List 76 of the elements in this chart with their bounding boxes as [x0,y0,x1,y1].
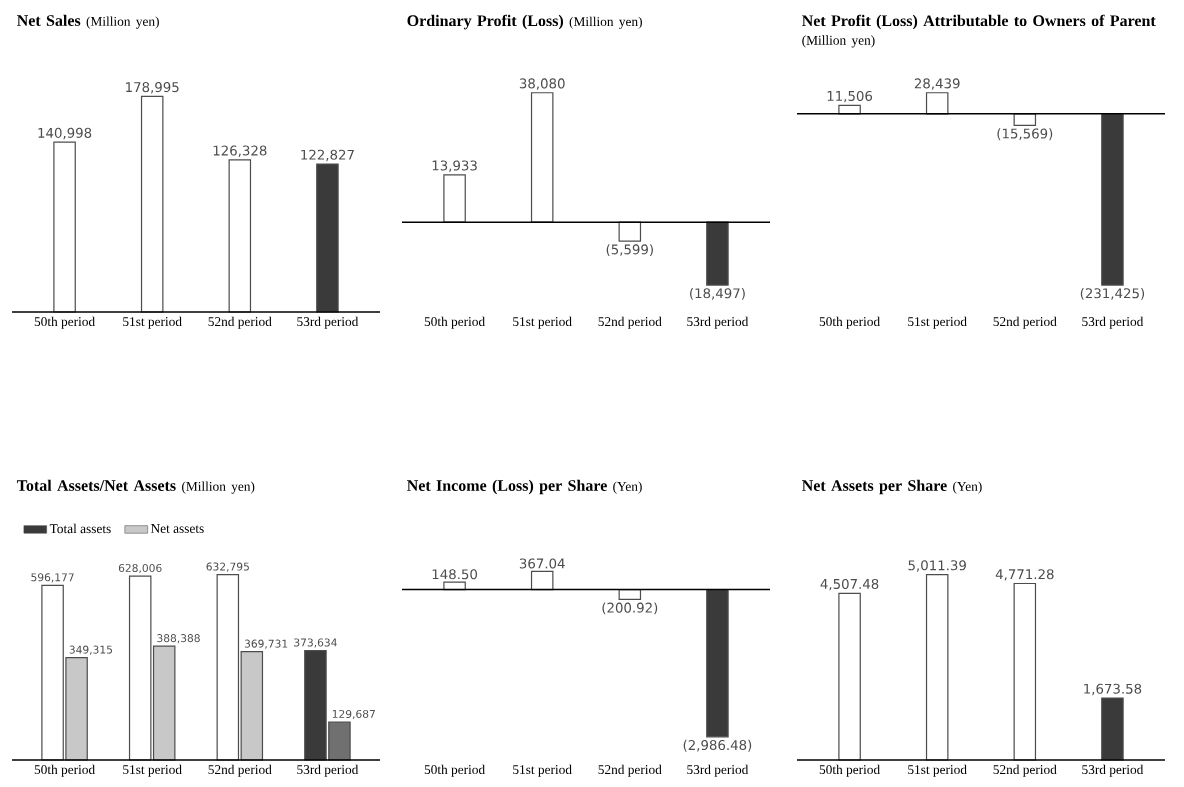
data-label: (200.92) [602,602,658,615]
chart-subtitle: (Million yen) [86,16,159,29]
data-label: 28,439 [914,78,960,90]
x-tick-label: 50th period [424,316,485,329]
data-label: 38,080 [519,78,565,90]
bar [240,651,264,761]
data-label: 349,315 [69,645,113,655]
data-label: 178,995 [126,82,179,94]
legend-label: Net assets [150,524,204,533]
chart-subtitle: (Yen) [953,481,982,494]
x-tick-label: 51st period [908,316,967,329]
x-tick-label: 50th period [34,316,95,329]
x-tick-label: 52nd period [598,316,662,329]
bar [53,141,76,313]
x-tick-label: 52nd period [208,316,272,329]
data-label: 373,634 [294,638,337,648]
x-tick-label: 52nd period [598,764,662,777]
data-label: 369,731 [244,639,288,649]
bar [925,574,949,761]
chart-title: Net Profit (Loss) Attributable to Owners of Parent [802,14,1156,30]
x-tick-label: 53rd period [687,764,749,777]
x-tick-label: 53rd period [687,316,749,329]
data-label: 11,506 [827,90,873,103]
x-tick-label: 50th period [819,316,880,329]
x-tick-label: 53rd period [297,764,359,777]
data-label: 148.50 [432,569,478,580]
data-label: (15,569) [997,128,1053,141]
bar [1013,582,1037,761]
bar [228,159,252,313]
legend-label: Total assets [49,523,111,534]
x-tick-label: 53rd period [1082,316,1144,329]
bar [216,574,240,761]
data-label: 632,795 [206,562,249,572]
bar [1101,697,1124,761]
bar [316,163,339,313]
x-tick-label: 51st period [123,764,182,777]
data-label: 140,998 [38,127,92,140]
chart-title: Net Sales [17,14,81,26]
data-label: 4,771.28 [995,569,1054,581]
chart-subtitle: (Yen) [613,481,642,494]
data-label: (231,425) [1080,287,1145,300]
x-tick-label: 52nd period [993,764,1057,777]
x-tick-label: 50th period [424,764,485,777]
chart-title: Total Assets/Net Assets [16,479,176,491]
data-label: (2,986.48) [683,739,752,752]
data-label: 4,507.48 [820,578,879,591]
chart-title: Net Assets per Share [802,479,947,495]
x-tick-label: 50th period [819,764,880,777]
x-tick-label: 53rd period [297,316,359,329]
x-tick-label: 50th period [34,764,95,777]
data-label: 1,673.58 [1084,683,1142,696]
data-label: (18,497) [690,287,745,300]
x-tick-label: 51st period [513,764,572,777]
chart-subtitle: (Million yen) [802,35,875,48]
data-label: 122,827 [301,149,354,162]
chart-subtitle: (Million yen) [569,16,642,29]
chart-title: Ordinary Profit (Loss) [407,14,564,30]
data-label: 129,687 [332,709,375,720]
data-label: 367.04 [519,558,565,569]
data-label: 13,933 [432,160,477,172]
x-tick-label: 52nd period [208,764,272,777]
data-label: 388,388 [157,634,200,644]
data-label: 5,011.39 [908,560,966,572]
data-label: 126,328 [213,145,267,157]
bar [140,95,164,313]
data-label: 628,006 [118,563,162,574]
x-tick-label: 53rd period [1082,764,1144,777]
chart-subtitle: (Million yen) [182,481,255,494]
bar [838,592,861,761]
chart-title: Net Income (Loss) per Share [407,479,607,495]
x-tick-label: 51st period [908,764,967,777]
data-label: 596,177 [31,573,74,583]
data-label: (5,599) [606,244,653,257]
x-tick-label: 51st period [513,316,572,329]
x-tick-label: 51st period [123,316,182,329]
x-tick-label: 52nd period [993,316,1057,329]
